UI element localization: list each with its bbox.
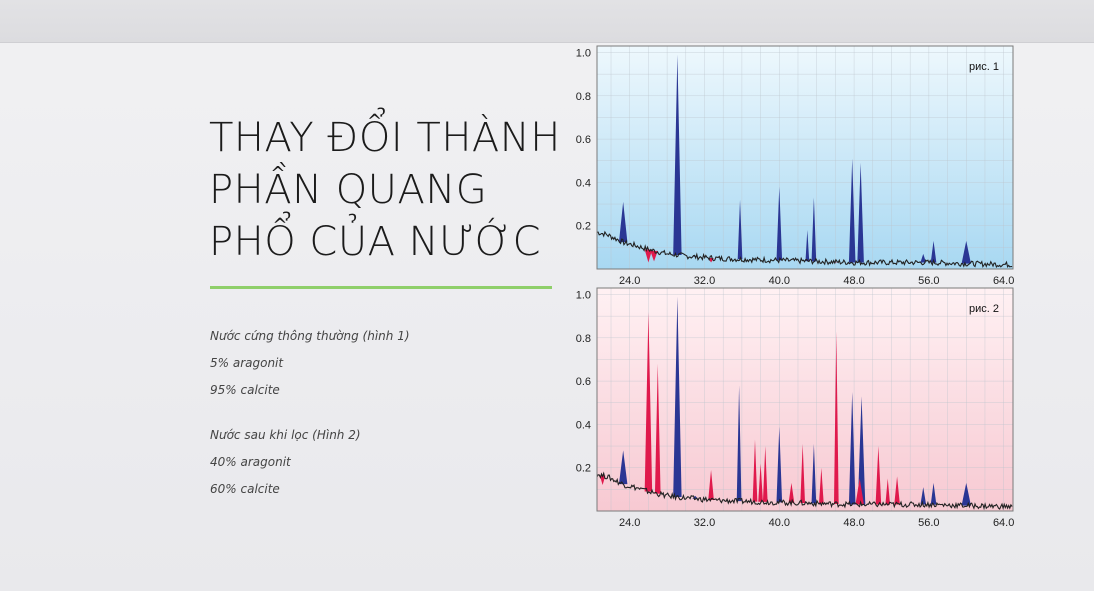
aragonite-peak bbox=[875, 446, 882, 505]
aragonite-peak bbox=[708, 469, 714, 500]
calcite-peak bbox=[961, 240, 971, 264]
aragonite-peak bbox=[762, 446, 768, 502]
aragonite-peak bbox=[758, 463, 763, 502]
x-tick-label: 40.0 bbox=[769, 517, 790, 529]
calcite-peak bbox=[961, 482, 971, 506]
calcite-peak bbox=[857, 162, 864, 263]
aragonite-peak bbox=[654, 363, 661, 494]
y-tick-label: 0.2 bbox=[576, 463, 591, 475]
calcite-peak bbox=[920, 253, 927, 263]
calcite-peak bbox=[776, 426, 783, 503]
calcite-peak bbox=[805, 230, 810, 262]
x-tick-label: 56.0 bbox=[918, 275, 939, 287]
calcite-peak bbox=[811, 197, 817, 262]
y-tick-label: 0.8 bbox=[576, 333, 591, 345]
calcite-peak bbox=[618, 450, 628, 485]
figure-label: рис. 1 bbox=[969, 61, 999, 73]
plot-area bbox=[597, 288, 1013, 511]
composition-notes: Nước cứng thông thường (hình 1) 5% arago… bbox=[210, 327, 410, 507]
y-tick-label: 1.0 bbox=[576, 289, 591, 301]
aragonite-peak bbox=[752, 439, 758, 502]
calcite-peak bbox=[776, 186, 783, 261]
title-divider bbox=[210, 286, 552, 289]
x-tick-label: 24.0 bbox=[619, 275, 640, 287]
title-line-2: PHẦN QUANG bbox=[209, 167, 488, 213]
calcite-peak bbox=[930, 482, 937, 505]
x-tick-label: 40.0 bbox=[769, 275, 790, 287]
y-tick-label: 0.8 bbox=[576, 91, 591, 103]
title-line-3: PHỔ CỦA NƯỚC bbox=[209, 219, 542, 265]
x-tick-label: 32.0 bbox=[694, 275, 715, 287]
title-line-1: THAY ĐỔI THÀNH bbox=[209, 115, 561, 161]
y-tick-label: 0.4 bbox=[576, 419, 591, 431]
plot-area bbox=[597, 46, 1013, 269]
page-title: THAY ĐỔI THÀNH PHẦN QUANG PHỔ CỦA NƯỚC bbox=[209, 112, 589, 268]
note-hard-water-calcite: 95% calcite bbox=[210, 383, 280, 397]
calcite-peak bbox=[848, 391, 856, 505]
figure-label: рис. 2 bbox=[969, 303, 999, 315]
calcite-peak bbox=[737, 199, 743, 260]
note-hard-water-aragonite: 5% aragonit bbox=[210, 356, 284, 370]
x-tick-label: 32.0 bbox=[694, 517, 715, 529]
plot-frame bbox=[596, 287, 1014, 512]
calcite-peak bbox=[736, 385, 742, 502]
top-bar bbox=[0, 0, 1094, 43]
calcite-peak bbox=[930, 240, 937, 263]
aragonite-peak bbox=[833, 331, 839, 504]
note-hard-water-heading: Nước cứng thông thường (hình 1) bbox=[210, 329, 410, 343]
note-filtered-water-calcite: 60% calcite bbox=[210, 482, 280, 496]
calcite-peak bbox=[811, 443, 817, 504]
aragonite-peak bbox=[819, 467, 824, 504]
note-filtered-water-aragonite: 40% aragonit bbox=[210, 455, 291, 469]
plot-frame bbox=[596, 45, 1014, 270]
calcite-peak bbox=[857, 396, 866, 505]
y-tick-label: 0.2 bbox=[576, 221, 591, 233]
y-tick-label: 0.6 bbox=[576, 134, 591, 146]
aragonite-peak bbox=[644, 249, 653, 263]
x-tick-label: 64.0 bbox=[993, 275, 1014, 287]
x-tick-label: 24.0 bbox=[619, 517, 640, 529]
aragonite-peak bbox=[788, 482, 795, 503]
note-filtered-water-heading: Nước sau khi lọc (Hình 2) bbox=[210, 428, 361, 442]
spectrum-chart-1: 0.2 0.4 0.6 0.8 1.0 24.0 32.0 40.0 48.0 56.0 64.0 р… bbox=[576, 45, 1014, 287]
x-tick-label: 48.0 bbox=[843, 517, 864, 529]
spectrum-chart-2: 0.2 0.4 0.6 0.8 1.0 24.0 32.0 40.0 48.0 56.0 64.0 р… bbox=[576, 287, 1014, 529]
baseline-trace bbox=[596, 230, 1013, 269]
aragonite-peak bbox=[885, 478, 891, 505]
aragonite-peak bbox=[644, 311, 653, 492]
aragonite-peak bbox=[599, 475, 606, 486]
baseline-trace bbox=[596, 471, 1013, 511]
calcite-peak bbox=[920, 487, 927, 505]
calcite-peak bbox=[848, 158, 856, 263]
x-tick-label: 64.0 bbox=[993, 517, 1014, 529]
calcite-peak bbox=[673, 54, 682, 256]
calcite-peak bbox=[618, 201, 628, 243]
x-tick-label: 56.0 bbox=[918, 517, 939, 529]
y-tick-label: 1.0 bbox=[576, 47, 591, 59]
y-tick-label: 0.4 bbox=[576, 177, 591, 189]
y-tick-label: 0.6 bbox=[576, 376, 591, 388]
x-tick-label: 48.0 bbox=[843, 275, 864, 287]
calcite-peak bbox=[673, 296, 682, 498]
aragonite-peak bbox=[855, 478, 864, 505]
aragonite-peak bbox=[800, 443, 805, 504]
aragonite-peak bbox=[894, 476, 900, 505]
